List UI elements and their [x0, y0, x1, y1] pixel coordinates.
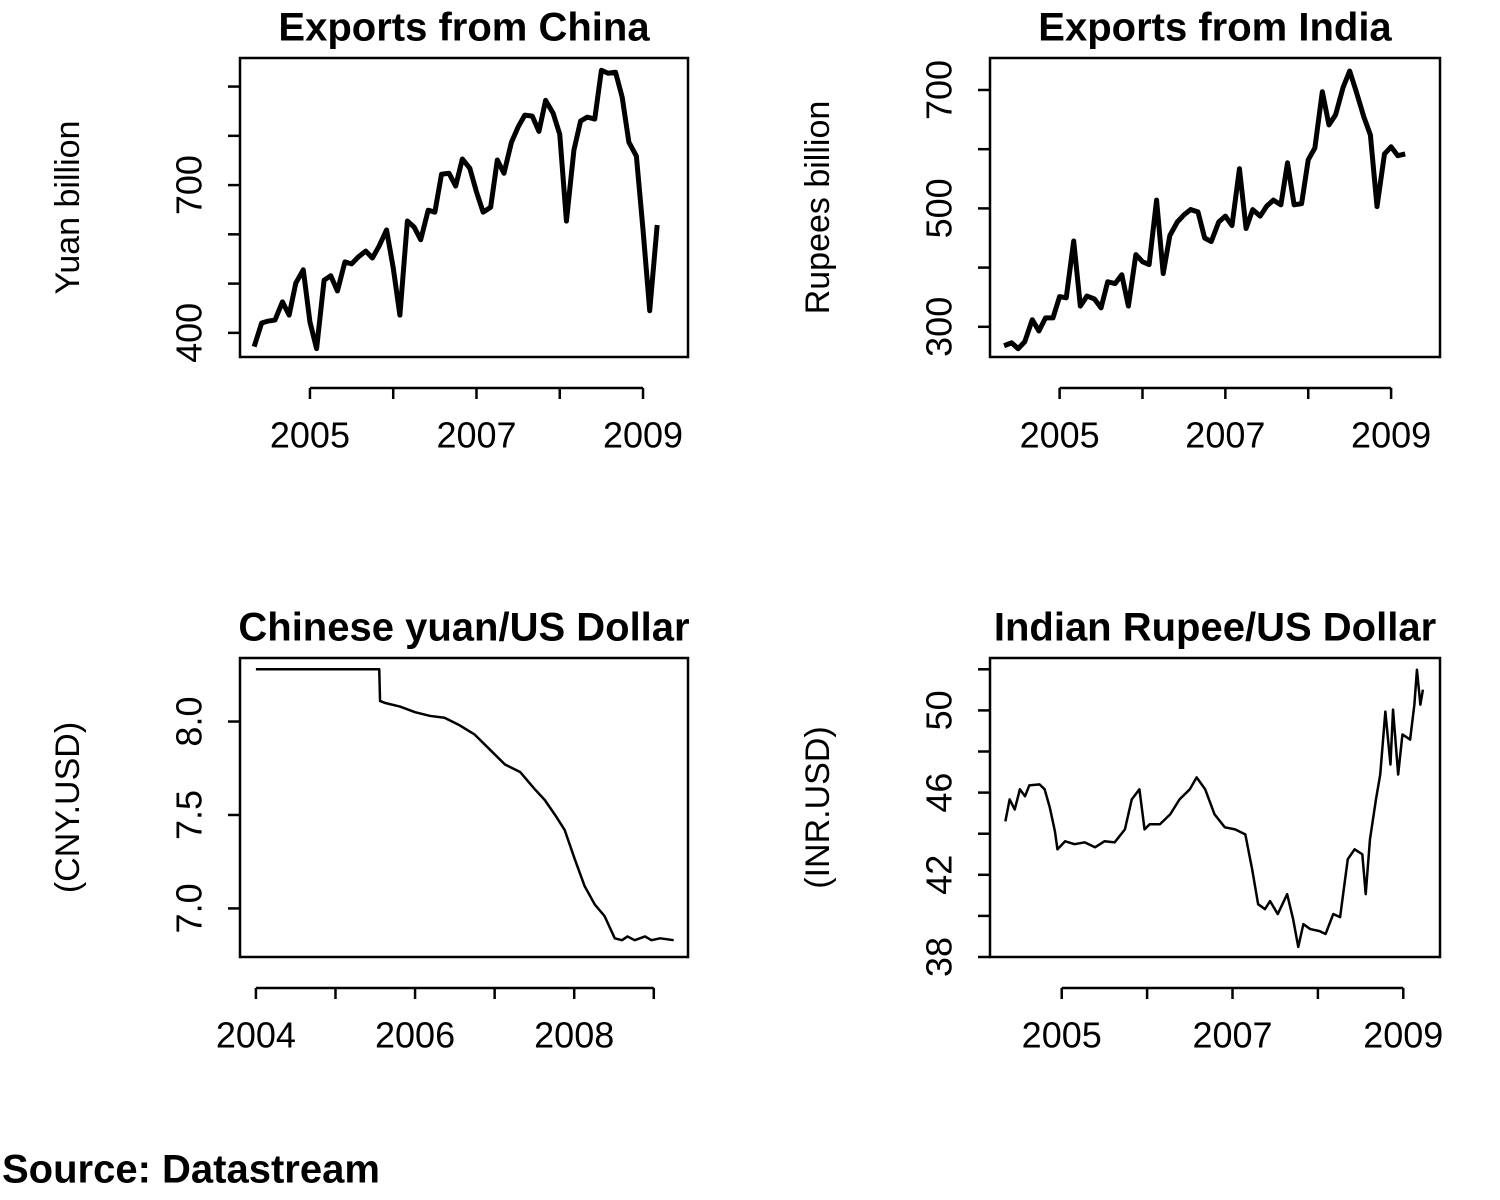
data-line: [255, 667, 674, 942]
chart-title: Chinese yuan/US Dollar: [238, 606, 689, 650]
x-tick-label: 2004: [216, 1015, 296, 1056]
y-tick-label: 8.0: [169, 697, 210, 747]
x-tick-label: 2007: [436, 415, 516, 456]
x-tick-label: 2007: [1185, 415, 1265, 456]
y-tick-label: 46: [919, 773, 960, 813]
y-axis-label: Yuan billion: [49, 121, 87, 295]
x-tick-label: 2007: [1192, 1015, 1272, 1056]
plot-frame: [238, 56, 690, 359]
y-axis-label: Rupees billion: [799, 101, 837, 315]
data-line: [251, 67, 660, 352]
y-tick-label: 300: [919, 297, 960, 357]
source-note: Source: Datastream: [2, 1148, 380, 1192]
x-tick-label: 2009: [1363, 1015, 1443, 1056]
y-axis-label: (INR.USD): [799, 726, 837, 888]
y-tick-label: 700: [169, 155, 210, 215]
x-tick-label: 2005: [1020, 415, 1100, 456]
x-tick-label: 2005: [270, 415, 350, 456]
y-tick-label: 500: [919, 178, 960, 238]
chart-title: Indian Rupee/US Dollar: [994, 606, 1436, 650]
y-tick-label: 38: [919, 937, 960, 977]
data-line: [1004, 668, 1425, 949]
y-tick-label: 50: [919, 690, 960, 730]
y-tick-label: 42: [919, 855, 960, 895]
y-axis-label: (CNY.USD): [49, 722, 87, 893]
x-tick-label: 2009: [603, 415, 683, 456]
chart-title: Exports from China: [278, 6, 650, 50]
plot-frame: [988, 56, 1442, 359]
data-line: [1003, 68, 1406, 352]
y-tick-label: 7.5: [169, 790, 210, 840]
y-tick-label: 400: [169, 303, 210, 363]
x-tick-label: 2009: [1351, 415, 1431, 456]
chart-title: Exports from India: [1038, 6, 1392, 50]
y-tick-label: 700: [919, 60, 960, 120]
x-tick-label: 2008: [534, 1015, 614, 1056]
x-tick-label: 2005: [1022, 1015, 1102, 1056]
x-tick-label: 2006: [375, 1015, 455, 1056]
y-tick-label: 7.0: [169, 883, 210, 933]
plot-frame: [988, 656, 1442, 959]
plot-frame: [238, 656, 690, 959]
